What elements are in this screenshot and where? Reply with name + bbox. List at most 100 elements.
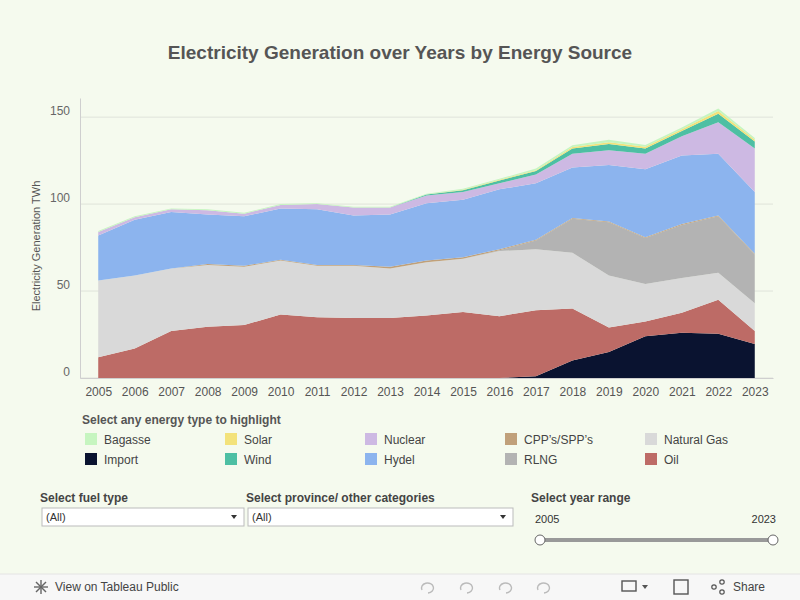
slider-start: 2005 bbox=[535, 513, 559, 525]
legend: Select any energy type to highlight Bagas… bbox=[82, 413, 728, 467]
legend-item[interactable]: RLNG bbox=[505, 453, 557, 467]
grid-line bbox=[80, 117, 773, 118]
filter: Select province/ other categories (All) bbox=[246, 491, 513, 526]
tick-label: 150 bbox=[50, 104, 70, 118]
legend-swatch[interactable] bbox=[645, 453, 657, 465]
legend-item[interactable]: Hydel bbox=[365, 453, 415, 467]
tableau-link[interactable]: View on Tableau Public bbox=[55, 580, 179, 594]
share-button[interactable]: Share bbox=[733, 580, 765, 594]
legend-item[interactable]: Wind bbox=[225, 453, 271, 467]
legend-swatch[interactable] bbox=[365, 433, 377, 445]
tick-label: 2023 bbox=[742, 385, 769, 399]
legend-swatch[interactable] bbox=[85, 433, 97, 445]
legend-label[interactable]: Oil bbox=[664, 453, 679, 467]
tick-label: 2022 bbox=[705, 385, 732, 399]
dropdown-arrow[interactable] bbox=[500, 515, 506, 519]
dropdown-value[interactable]: (All) bbox=[252, 511, 272, 523]
legend-label[interactable]: Import bbox=[104, 453, 139, 467]
tick: 2016 bbox=[487, 378, 514, 399]
filter-label: Select province/ other categories bbox=[246, 491, 435, 505]
dropdown-value[interactable]: (All) bbox=[46, 511, 66, 523]
tick: 2020 bbox=[632, 378, 659, 399]
tick: 0 bbox=[63, 365, 80, 379]
tick: 2014 bbox=[414, 378, 441, 399]
legend-item[interactable]: CPP’s/SPP’s bbox=[505, 433, 593, 447]
legend-item[interactable]: Bagasse bbox=[85, 433, 151, 447]
tableau-icon[interactable] bbox=[34, 580, 48, 594]
area bbox=[98, 111, 755, 232]
legend-label[interactable]: CPP’s/SPP’s bbox=[524, 433, 593, 447]
download-button[interactable] bbox=[622, 581, 636, 591]
legend-item[interactable]: Import bbox=[85, 453, 139, 467]
share-icon[interactable] bbox=[712, 580, 724, 594]
legend-label[interactable]: RLNG bbox=[524, 453, 557, 467]
legend-label[interactable]: Wind bbox=[244, 453, 271, 467]
dropdown[interactable] bbox=[248, 508, 513, 526]
tick: 2023 bbox=[742, 378, 769, 399]
dropdown-arrow[interactable] bbox=[231, 515, 237, 519]
legend-swatch[interactable] bbox=[365, 453, 377, 465]
tick-label: 0 bbox=[63, 365, 70, 379]
tick-label: 2012 bbox=[341, 385, 368, 399]
slider-handle[interactable] bbox=[535, 535, 545, 545]
tick: 50 bbox=[57, 278, 80, 292]
tick: 2022 bbox=[705, 378, 732, 399]
icon-stroke bbox=[36, 582, 46, 592]
y-axis: 0 50 100 150 bbox=[50, 99, 81, 380]
legend-swatch[interactable] bbox=[505, 453, 517, 465]
refresh-button[interactable] bbox=[538, 583, 550, 593]
tick-label: 50 bbox=[57, 278, 71, 292]
tick: 2008 bbox=[195, 378, 222, 399]
y-axis-title: Electricity Generation TWh bbox=[30, 181, 42, 312]
legend-item[interactable]: Solar bbox=[225, 433, 272, 447]
legend-item[interactable]: Oil bbox=[645, 453, 679, 467]
area bbox=[98, 114, 755, 232]
tick: 2018 bbox=[560, 378, 587, 399]
background bbox=[0, 0, 800, 574]
tick-label: 2006 bbox=[122, 385, 149, 399]
tick-label: 2015 bbox=[450, 385, 477, 399]
tick-label: 2010 bbox=[268, 385, 295, 399]
tick: 2019 bbox=[596, 378, 623, 399]
legend-title: Select any energy type to highlight bbox=[82, 413, 281, 427]
area bbox=[98, 122, 755, 235]
download-arrow[interactable] bbox=[642, 585, 648, 589]
tick: 100 bbox=[50, 191, 80, 205]
slider-track[interactable] bbox=[540, 538, 773, 542]
undo-button[interactable] bbox=[422, 583, 434, 593]
tick: 2005 bbox=[85, 378, 112, 399]
tick-label: 100 bbox=[50, 191, 70, 205]
legend-swatch[interactable] bbox=[85, 453, 97, 465]
legend-label[interactable]: Solar bbox=[244, 433, 272, 447]
legend-label[interactable]: Hydel bbox=[384, 453, 415, 467]
slider-handle[interactable] bbox=[768, 535, 778, 545]
legend-swatch[interactable] bbox=[645, 433, 657, 445]
redo-button[interactable] bbox=[461, 583, 473, 593]
legend-label[interactable]: Bagasse bbox=[104, 433, 151, 447]
toolbar: View on Tableau Public Share bbox=[0, 574, 800, 600]
legend-label[interactable]: Natural Gas bbox=[664, 433, 728, 447]
tick: 2007 bbox=[158, 378, 185, 399]
tick: 150 bbox=[50, 104, 80, 118]
filter: Select fuel type(All) bbox=[40, 491, 244, 526]
fullscreen-button[interactable] bbox=[674, 580, 688, 594]
tick-label: 2007 bbox=[158, 385, 185, 399]
legend-item[interactable]: Natural Gas bbox=[645, 433, 728, 447]
tick-label: 2018 bbox=[560, 385, 587, 399]
slider-end: 2023 bbox=[752, 513, 776, 525]
tick: 2012 bbox=[341, 378, 368, 399]
axis-line bbox=[81, 378, 774, 379]
legend-swatch[interactable] bbox=[505, 433, 517, 445]
revert-button[interactable] bbox=[500, 583, 512, 593]
legend-swatch[interactable] bbox=[225, 433, 237, 445]
tick-label: 2020 bbox=[632, 385, 659, 399]
legend-label[interactable]: Nuclear bbox=[384, 433, 425, 447]
tick-label: 2016 bbox=[487, 385, 514, 399]
tick: 2009 bbox=[231, 378, 258, 399]
tick-label: 2009 bbox=[231, 385, 258, 399]
plot-area bbox=[98, 108, 755, 378]
dropdown[interactable] bbox=[42, 508, 244, 526]
legend-item[interactable]: Nuclear bbox=[365, 433, 425, 447]
legend-swatch[interactable] bbox=[225, 453, 237, 465]
area bbox=[98, 154, 755, 281]
